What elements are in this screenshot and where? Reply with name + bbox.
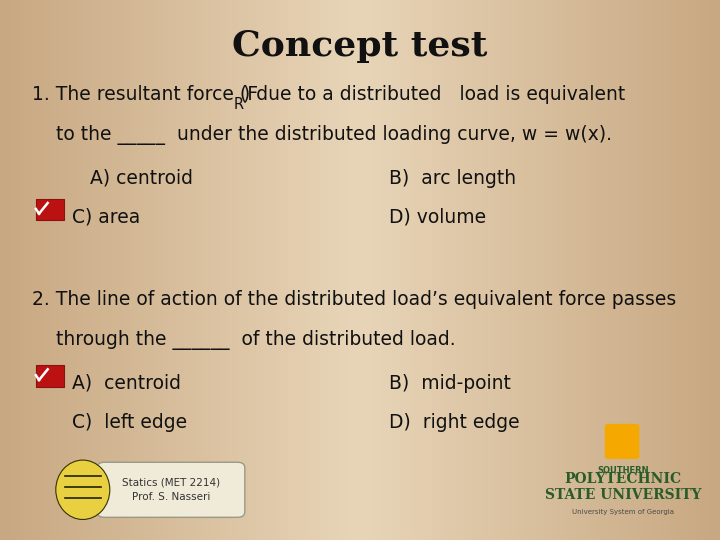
Text: ) due to a distributed   load is equivalent: ) due to a distributed load is equivalen… [243, 85, 625, 104]
Text: C) area: C) area [72, 207, 140, 227]
Text: A) centroid: A) centroid [72, 168, 193, 188]
Text: through the ______  of the distributed load.: through the ______ of the distributed lo… [32, 330, 456, 350]
FancyBboxPatch shape [36, 199, 64, 220]
Ellipse shape [56, 460, 110, 519]
Text: A)  centroid: A) centroid [72, 374, 181, 393]
Text: 2. The line of action of the distributed load’s equivalent force passes: 2. The line of action of the distributed… [32, 290, 677, 309]
Text: D) volume: D) volume [389, 207, 486, 227]
Text: to the _____  under the distributed loading curve, w = w(x).: to the _____ under the distributed loadi… [32, 125, 613, 145]
Text: 1. The resultant force (F: 1. The resultant force (F [32, 85, 258, 104]
Text: Concept test: Concept test [233, 29, 487, 63]
FancyBboxPatch shape [36, 365, 64, 387]
FancyBboxPatch shape [97, 462, 245, 517]
FancyBboxPatch shape [605, 424, 639, 459]
Text: B)  arc length: B) arc length [389, 168, 516, 188]
Text: C)  left edge: C) left edge [72, 413, 187, 432]
Text: POLYTECHNIC
STATE UNIVERSITY: POLYTECHNIC STATE UNIVERSITY [544, 472, 701, 502]
Text: B)  mid-point: B) mid-point [389, 374, 510, 393]
Text: SOUTHERN: SOUTHERN [597, 467, 649, 475]
Text: R: R [234, 97, 244, 112]
Text: D)  right edge: D) right edge [389, 413, 519, 432]
Text: Statics (MET 2214)
Prof. S. Nasseri: Statics (MET 2214) Prof. S. Nasseri [122, 477, 220, 502]
Text: University System of Georgia: University System of Georgia [572, 509, 674, 515]
